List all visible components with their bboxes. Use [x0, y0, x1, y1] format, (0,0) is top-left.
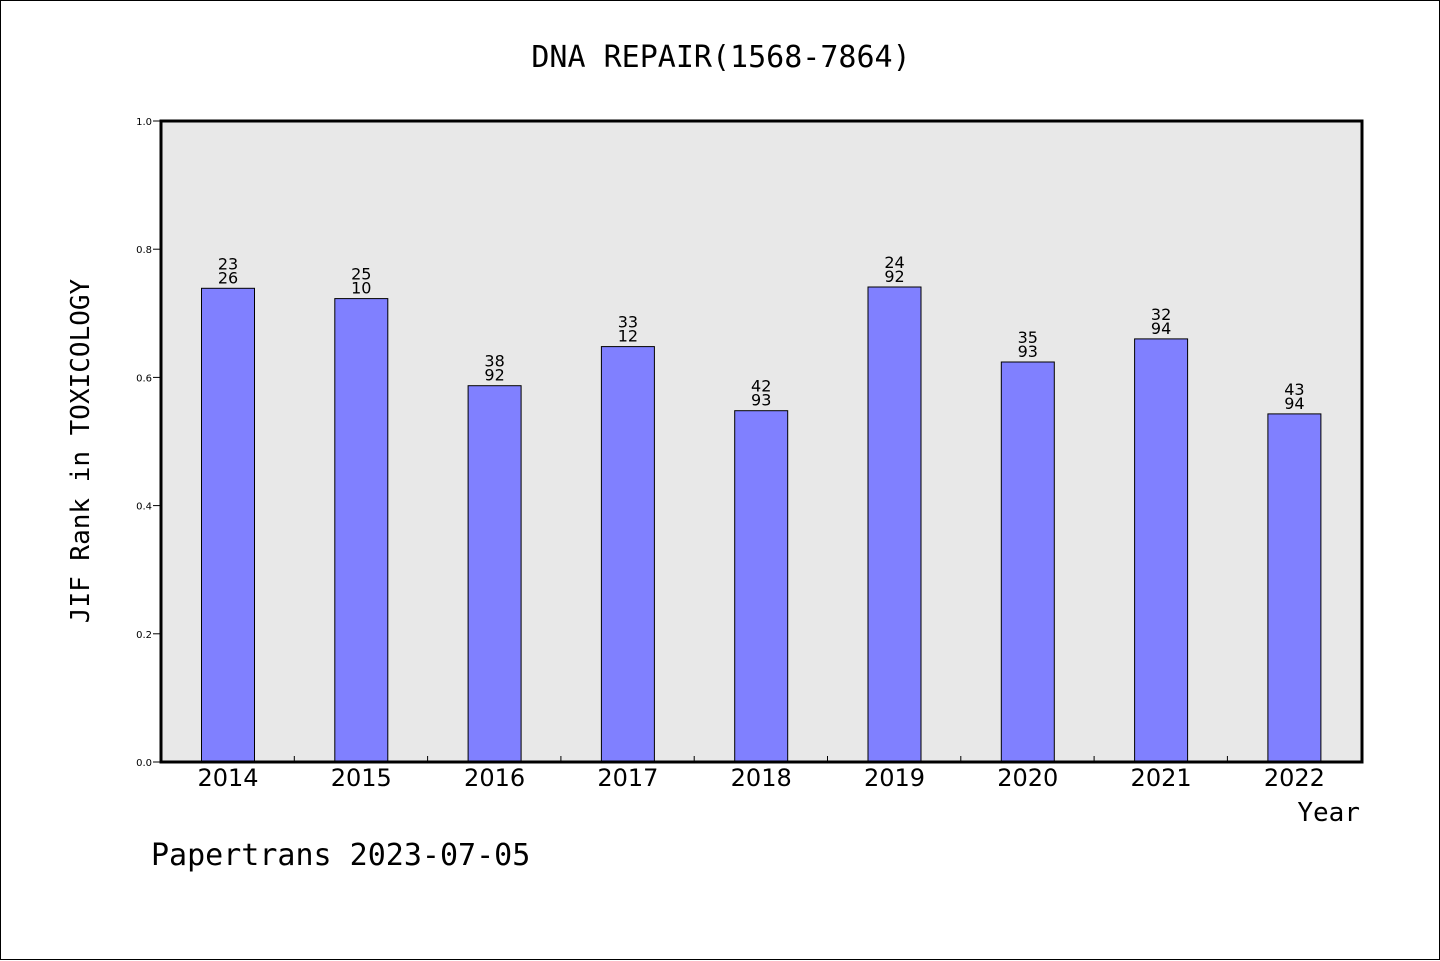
bar-2020 — [1000, 361, 1055, 763]
y-tick-label: 0.4 — [136, 502, 152, 513]
bar-label-bottom-2020: 93 — [1018, 342, 1038, 361]
x-axis-label: Year — [1297, 798, 1360, 828]
bar-label-bottom-2015: 10 — [351, 279, 371, 298]
y-tick-label: 0.0 — [136, 758, 152, 769]
bar-label-top-2019: 24 — [884, 253, 904, 272]
bar-2019 — [867, 286, 922, 763]
y-tick-label: 1.0 — [136, 117, 152, 128]
bar-2015 — [334, 298, 389, 763]
bar-label-bottom-2019: 92 — [884, 267, 904, 286]
bar-2022 — [1267, 413, 1322, 763]
x-axis: 2014 2015 2016 2017 2018 2019 2020 2021 2022 — [197, 756, 1325, 792]
x-tick-label-2019: 2019 — [864, 764, 925, 792]
footer-credit: Papertrans 2023-07-05 — [151, 838, 530, 873]
plot-border — [159, 119, 1364, 764]
x-tick-label-2020: 2020 — [997, 764, 1058, 792]
bar-label-top-2015: 25 — [351, 265, 371, 284]
x-tick-label-2014: 2014 — [197, 764, 258, 792]
bar-label-top-2018: 42 — [751, 377, 771, 396]
bar-label-bottom-2018: 93 — [751, 391, 771, 410]
bar-2021 — [1134, 338, 1189, 763]
bar-2014 — [201, 287, 255, 763]
bar-label-top-2017: 33 — [618, 313, 638, 332]
bars-group — [201, 286, 1322, 763]
bar-label-top-2021: 32 — [1151, 305, 1171, 324]
bar-label-top-2014: 23 — [218, 254, 238, 273]
x-tick-label-2017: 2017 — [597, 764, 658, 792]
x-tick-label-2022: 2022 — [1264, 764, 1325, 792]
x-tick-label-2016: 2016 — [464, 764, 525, 792]
y-axis-label: JIF Rank in TOXICOLOGY — [66, 278, 96, 623]
bar-label-bottom-2016: 92 — [484, 366, 504, 385]
x-tick-label-2021: 2021 — [1131, 764, 1192, 792]
bar-2016 — [467, 385, 522, 763]
bar-2018 — [734, 410, 789, 763]
bar-label-top-2020: 35 — [1018, 328, 1038, 347]
x-tick-label-2018: 2018 — [731, 764, 792, 792]
bar-label-top-2016: 38 — [484, 352, 504, 371]
chart-title: DNA REPAIR(1568-7864) — [531, 40, 910, 75]
bar-label-bottom-2022: 94 — [1284, 394, 1304, 413]
x-tick-label-2015: 2015 — [331, 764, 392, 792]
bar-label-bottom-2017: 12 — [618, 327, 638, 346]
y-axis: 0.0 0.2 0.4 0.6 0.8 1.0 — [136, 117, 161, 769]
bar-2017 — [600, 346, 655, 763]
y-tick-label: 0.6 — [136, 373, 152, 384]
y-tick-label: 0.8 — [136, 245, 152, 256]
bar-label-bottom-2021: 94 — [1151, 319, 1171, 338]
bar-label-top-2022: 43 — [1284, 380, 1304, 399]
bar-label-bottom-2014: 26 — [218, 268, 238, 287]
y-tick-label: 0.2 — [136, 630, 152, 641]
